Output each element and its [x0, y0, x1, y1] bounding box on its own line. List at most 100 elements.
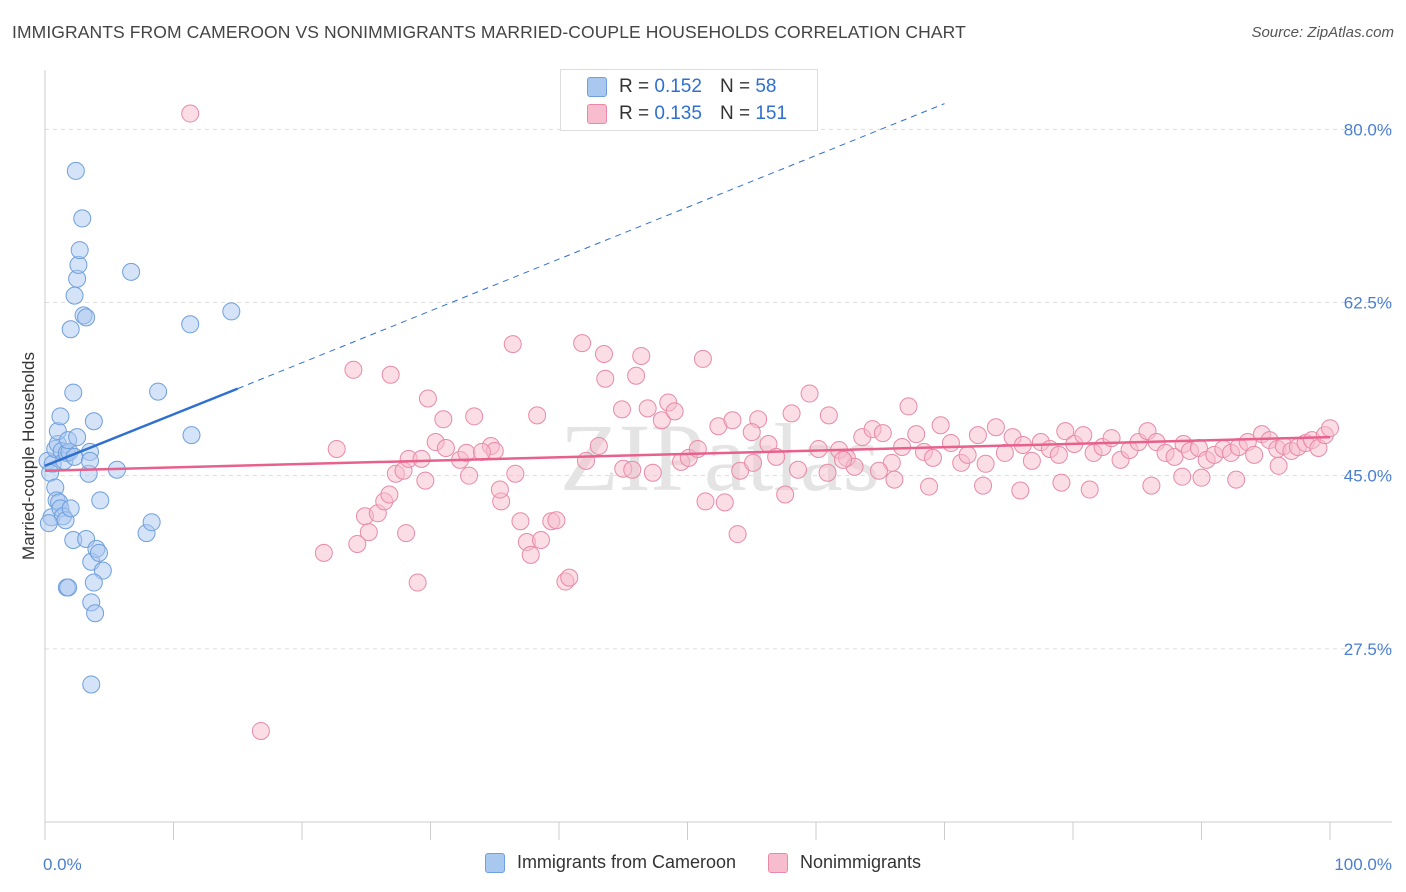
legend-swatch-pink — [768, 852, 788, 873]
nonimmigrant-point — [941, 434, 960, 453]
legend-label-nonimmigrants: Nonimmigrants — [800, 852, 922, 872]
legend-r-label: R = — [619, 103, 650, 124]
cameroon-point — [84, 412, 103, 431]
x-tick-label: 0.0% — [43, 855, 82, 874]
nonimmigrant-point — [1165, 447, 1184, 466]
legend-n-label: N = — [719, 103, 751, 124]
cameroon-point — [65, 286, 84, 305]
nonimmigrant-point — [472, 442, 491, 461]
legend-n-label: N = — [719, 76, 751, 97]
nonimmigrant-point — [723, 411, 742, 430]
legend-row-nonimmigrants: R = 0.135 N = 151 — [587, 102, 787, 126]
nonimmigrant-point — [576, 451, 595, 470]
nonimmigrant-point — [314, 543, 333, 562]
nonimmigrant-point — [1074, 426, 1093, 445]
nonimmigrant-point — [931, 416, 950, 435]
cameroon-point — [142, 513, 161, 532]
legend-swatch-pink — [587, 104, 607, 124]
nonimmigrant-point — [789, 460, 808, 479]
series-legend: Immigrants from Cameroon Nonimmigrants — [0, 852, 1406, 873]
nonimmigrant-point — [1192, 468, 1211, 487]
cameroon-point — [61, 320, 80, 339]
nonimmigrant-point — [1321, 419, 1339, 438]
y-tick-label: 62.5% — [1344, 294, 1392, 313]
cameroon-point — [68, 428, 87, 447]
legend-swatch-blue — [484, 852, 505, 873]
nonimmigrant-point — [490, 480, 509, 499]
nonimmigrant-point — [380, 485, 399, 504]
nonimmigrant-point — [465, 407, 484, 426]
nonimmigrant-point — [589, 437, 608, 455]
legend-swatch-blue — [587, 77, 607, 97]
nonimmigrant-point — [181, 104, 200, 123]
nonimmigrant-point — [1173, 467, 1192, 486]
nonimmigrant-point — [1052, 473, 1071, 492]
nonimmigrant-point — [359, 523, 378, 542]
nonimmigrant-point — [532, 531, 551, 549]
y-tick-label: 27.5% — [1344, 640, 1392, 659]
nonimmigrant-point — [594, 344, 613, 363]
nonimmigrant-point — [434, 410, 453, 429]
nonimmigrant-point — [1227, 470, 1246, 489]
nonimmigrant-point — [776, 485, 795, 504]
cameroon-point — [80, 451, 99, 470]
cameroon-trend-line — [44, 387, 239, 467]
nonimmigrant-point — [573, 334, 592, 353]
nonimmigrant-point — [809, 439, 828, 458]
legend-r-value: 0.135 — [654, 103, 702, 124]
nonimmigrant-point — [731, 461, 750, 480]
chart-title: IMMIGRANTS FROM CAMEROON VS NONIMMIGRANT… — [12, 22, 966, 42]
nonimmigrant-point — [1245, 445, 1264, 464]
cameroon-point — [82, 675, 101, 694]
nonimmigrant-point — [436, 438, 455, 457]
nonimmigrant-point — [744, 453, 763, 472]
nonimmigrant-point — [251, 721, 270, 740]
nonimmigrant-point — [920, 477, 939, 496]
nonimmigrant-point — [715, 493, 734, 512]
cameroon-point — [61, 499, 80, 518]
nonimmigrant-trend-line — [44, 435, 1331, 472]
nonimmigrant-point — [819, 406, 838, 425]
nonimmigrant-point — [885, 470, 904, 489]
cameroon-point — [51, 407, 70, 426]
nonimmigrant-point — [348, 534, 367, 553]
x-tick-label: 100.0% — [1334, 855, 1392, 874]
cameroon-point — [149, 382, 168, 401]
nonimmigrant-point — [632, 346, 651, 365]
cameroon-point — [64, 383, 83, 402]
nonimmigrant-point — [800, 384, 819, 403]
cameroon-point — [89, 543, 108, 562]
nonimmigrant-point — [869, 461, 888, 480]
nonimmigrant-point — [506, 464, 525, 483]
nonimmigrant-point — [521, 545, 540, 564]
nonimmigrant-point — [742, 423, 761, 442]
nonimmigrant-point — [907, 425, 926, 444]
cameroon-point — [59, 578, 78, 597]
cameroon-point — [222, 302, 241, 321]
nonimmigrant-point — [1269, 456, 1288, 475]
cameroon-point — [77, 308, 96, 327]
nonimmigrant-point — [818, 463, 837, 482]
nonimmigrant-point — [627, 366, 646, 385]
nonimmigrant-point — [547, 511, 566, 530]
nonimmigrant-point — [460, 466, 479, 485]
cameroon-point — [86, 604, 105, 623]
cameroon-point — [122, 262, 141, 281]
cameroon-point — [73, 209, 92, 228]
cameroon-point — [39, 514, 58, 533]
nonimmigrant-point — [923, 448, 942, 467]
nonimmigrant-point — [560, 568, 579, 587]
nonimmigrant-point — [596, 369, 615, 388]
legend-label-cameroon: Immigrants from Cameroon — [516, 852, 736, 872]
nonimmigrant-point — [503, 335, 522, 354]
nonimmigrant-point — [728, 525, 747, 544]
nonimmigrant-point — [693, 349, 712, 368]
y-tick-label: 45.0% — [1344, 467, 1392, 486]
nonimmigrant-point — [528, 406, 547, 425]
nonimmigrant-point — [1142, 476, 1161, 495]
nonimmigrant-point — [381, 365, 400, 384]
nonimmigrant-point — [1049, 445, 1068, 464]
nonimmigrant-point — [833, 450, 852, 469]
nonimmigrant-point — [412, 449, 431, 468]
